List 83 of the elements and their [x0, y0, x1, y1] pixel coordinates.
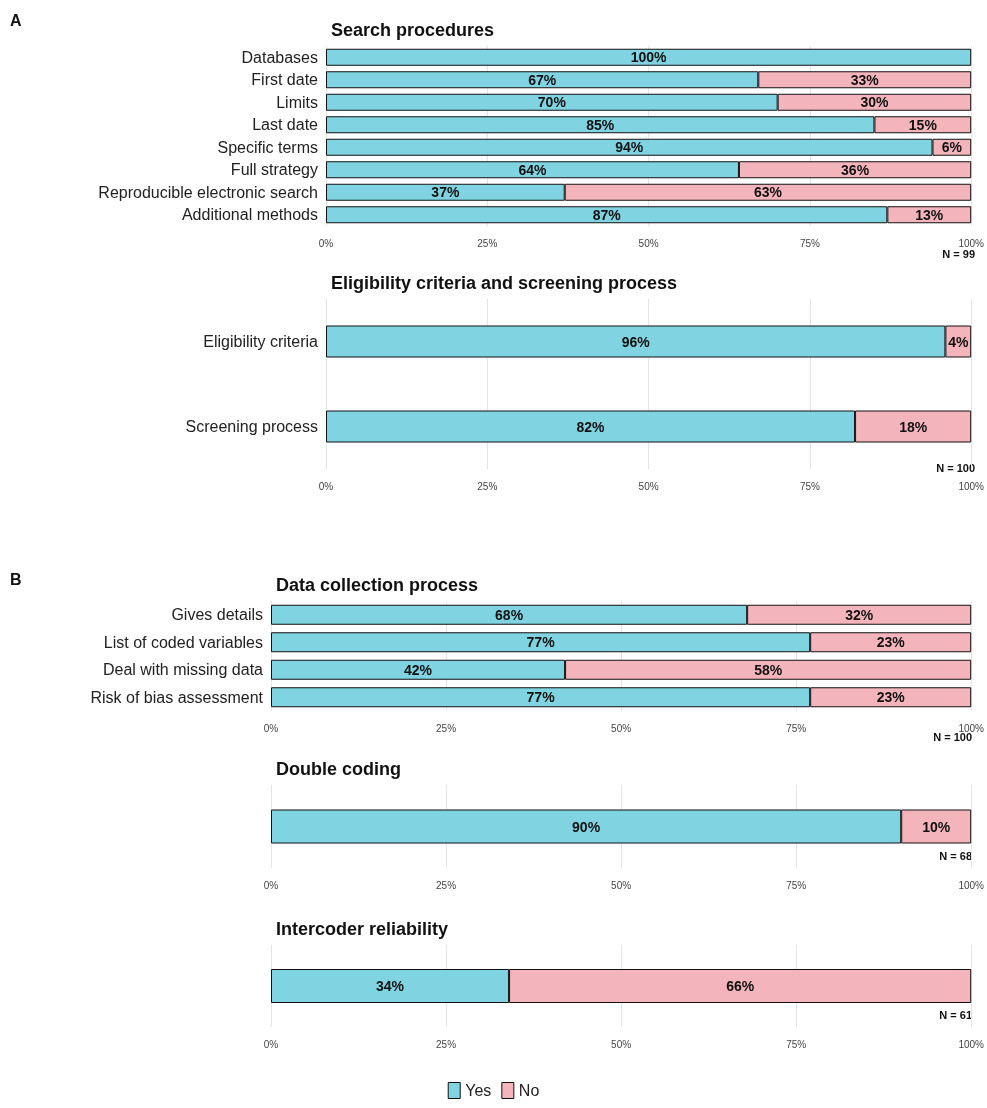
y-tick-label: Eligibility criteria	[203, 333, 319, 350]
data-label: 100%	[630, 49, 668, 66]
x-tick-label: 0%	[263, 1038, 279, 1050]
data-label: 42%	[404, 661, 433, 678]
data-label: 63%	[753, 184, 783, 201]
x-tick-label: 100%	[958, 1038, 985, 1050]
data-label: 94%	[615, 139, 644, 156]
x-tick-label: 75%	[799, 237, 821, 249]
x-tick-label: 50%	[611, 722, 632, 734]
y-tick-label: Gives details	[171, 606, 263, 624]
annotation: N = 61	[939, 1008, 972, 1021]
annotation: N = 68	[939, 849, 972, 862]
data-label: 70%	[537, 94, 567, 111]
data-label: 85%	[586, 116, 615, 133]
x-tick-label: 100%	[958, 480, 985, 492]
annotation: N = 100	[936, 461, 976, 474]
x-tick-label: 25%	[436, 879, 457, 891]
data-label: 36%	[841, 161, 870, 178]
y-tick-label: Last date	[252, 116, 319, 134]
x-tick-label: 0%	[263, 722, 279, 734]
data-label: 4%	[948, 333, 969, 350]
data-label: 32%	[845, 606, 874, 623]
data-label: 82%	[576, 418, 606, 435]
data-label: 68%	[495, 606, 524, 623]
legend-label: No	[518, 1082, 540, 1099]
data-label: 58%	[754, 661, 783, 678]
y-tick-label: First date	[251, 71, 319, 89]
data-label: 37%	[431, 184, 460, 201]
data-label: 87%	[592, 206, 622, 223]
data-label: 96%	[621, 333, 651, 350]
x-tick-label: 75%	[799, 480, 821, 492]
text: B	[10, 570, 22, 588]
chart-title: Search procedures	[331, 20, 495, 40]
data-label: 90%	[572, 818, 601, 835]
y-tick-label: Specific terms	[217, 138, 318, 156]
x-tick-label: 25%	[477, 480, 498, 492]
data-label: 13%	[915, 206, 944, 223]
chart-title: Intercoder reliability	[276, 919, 449, 939]
y-tick-label: Databases	[241, 48, 318, 66]
x-tick-label: 25%	[436, 722, 457, 734]
x-tick-label: 0%	[263, 879, 279, 891]
y-tick-label: Reproducible electronic search	[98, 183, 318, 201]
data-label: 67%	[528, 71, 557, 88]
x-tick-label: 50%	[611, 879, 632, 891]
data-label: 77%	[526, 689, 556, 706]
x-tick-label: 75%	[786, 1038, 807, 1050]
y-tick-label: Limits	[276, 93, 318, 111]
legend-label: Yes	[465, 1082, 492, 1099]
x-tick-label: 25%	[477, 237, 498, 249]
x-tick-label: 50%	[638, 237, 659, 249]
x-tick-label: 75%	[786, 722, 807, 734]
data-label: 66%	[726, 978, 755, 994]
y-tick-label: Deal with missing data	[102, 661, 264, 679]
x-tick-label: 75%	[786, 879, 807, 891]
y-tick-label: Risk of bias assessment	[90, 688, 264, 706]
x-tick-label: 100%	[958, 879, 985, 891]
data-label: 18%	[899, 418, 928, 435]
x-tick-label: 100%	[958, 237, 985, 249]
data-label: 15%	[908, 116, 938, 133]
data-label: 10%	[922, 818, 951, 835]
x-tick-label: 50%	[638, 480, 659, 492]
data-label: 23%	[876, 634, 906, 651]
x-tick-label: 25%	[436, 1038, 457, 1050]
x-tick-label: 0%	[318, 237, 334, 249]
chart-title: Double coding	[276, 759, 401, 779]
data-label: 33%	[850, 71, 880, 88]
text: N = 99	[942, 247, 975, 260]
x-tick-label: 0%	[318, 480, 334, 492]
bar	[326, 48, 972, 66]
data-label: 77%	[526, 634, 556, 651]
chart-title: Eligibility criteria and screening process	[331, 273, 678, 293]
y-tick-label: List of coded variables	[103, 633, 263, 651]
data-label: 23%	[876, 689, 906, 706]
data-label: 6%	[941, 139, 963, 156]
data-label: 64%	[518, 161, 548, 178]
data-label: 34%	[376, 978, 405, 994]
chart-title: Data collection process	[276, 575, 479, 595]
y-tick-label: Screening process	[185, 418, 318, 435]
x-tick-label: 50%	[611, 1038, 632, 1050]
y-tick-label: Full strategy	[230, 161, 318, 179]
y-tick-label: Additional methods	[181, 206, 318, 224]
data-label: 30%	[860, 94, 889, 111]
text: A	[10, 11, 22, 29]
